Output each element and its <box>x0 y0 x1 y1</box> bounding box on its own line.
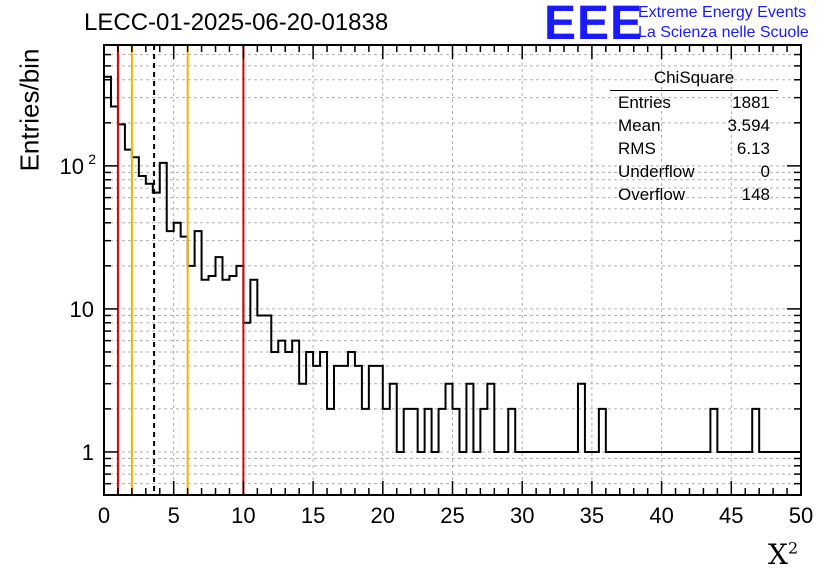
stats-label: Underflow <box>618 162 695 181</box>
histogram-series <box>103 75 802 495</box>
stats-label: Overflow <box>618 185 686 204</box>
stats-value: 1881 <box>732 93 770 112</box>
stats-box: ChiSquare Entries 1881 Mean 3.594 RMS 6.13 … <box>610 68 778 208</box>
y-axis-label: Entries/bin <box>14 48 45 172</box>
x-tick-label: 35 <box>580 503 604 528</box>
eee-logo-line2: La Scienza nelle Scuole <box>638 24 809 41</box>
stats-row-entries: Entries 1881 <box>610 93 778 116</box>
stats-row-rms: RMS 6.13 <box>610 139 778 162</box>
x-tick-label: 10 <box>231 503 255 528</box>
stats-row-overflow: Overflow 148 <box>610 185 778 208</box>
stats-label: Entries <box>618 93 671 112</box>
eee-logo-mark: EEE <box>544 0 644 50</box>
x-tick-label: 25 <box>440 503 464 528</box>
x-tick-label: 5 <box>168 503 180 528</box>
x-tick-label: 45 <box>719 503 743 528</box>
x-tick-label: 30 <box>510 503 534 528</box>
stats-title: ChiSquare <box>610 68 778 91</box>
chart-title: LECC-01-2025-06-20-01838 <box>84 9 389 36</box>
stats-value: 148 <box>741 185 770 204</box>
stats-row-mean: Mean 3.594 <box>610 116 778 139</box>
x-tick-label: 20 <box>371 503 395 528</box>
y-tick-label: 1 <box>82 440 94 465</box>
x-tick-label: 15 <box>301 503 325 528</box>
stats-value: 3.594 <box>727 116 770 135</box>
stats-value: 6.13 <box>736 139 770 158</box>
x-tick-label: 40 <box>649 503 673 528</box>
x-axis-label-base: X <box>768 538 788 571</box>
y-tick-label-sup: 2 <box>88 151 96 167</box>
x-tick-label: 0 <box>98 503 110 528</box>
x-axis-label-sup: 2 <box>787 538 799 558</box>
stats-label: Mean <box>618 116 661 135</box>
stats-label: RMS <box>618 139 656 158</box>
eee-logo-line1: Extreme Energy Events <box>638 4 807 21</box>
stats-row-underflow: Underflow 0 <box>610 162 778 185</box>
stats-value: 0 <box>760 162 770 181</box>
x-axis-label: X2 <box>768 538 798 571</box>
y-tick-label: 10 <box>70 297 94 322</box>
y-tick-label: 10 <box>60 154 84 179</box>
x-tick-label: 50 <box>789 503 813 528</box>
